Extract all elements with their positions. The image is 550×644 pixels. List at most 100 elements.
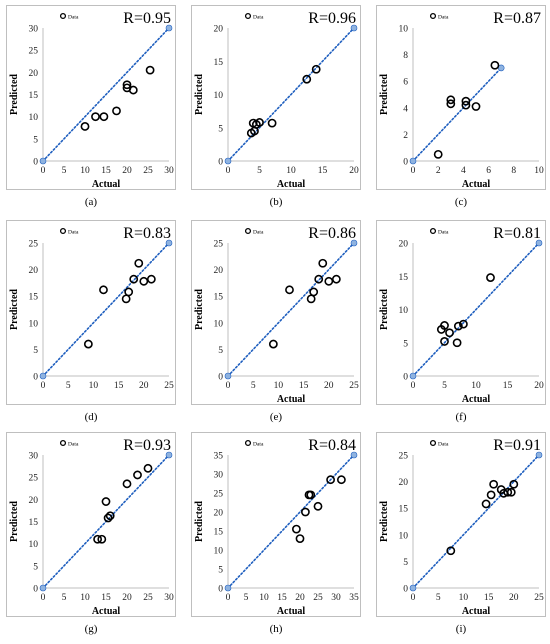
scatter-plot: 0 5 10 15 20 0 5 10 15 20 Actual Predicted R=0.96 Dat… [194, 10, 359, 190]
chart-cell: 0 5 10 15 20 25 30 0 5 10 15 20 25 30 Actual Predicted R… [6, 5, 176, 214]
y-tick-label: 0 [403, 585, 408, 595]
data-point [128, 85, 138, 95]
data-point [139, 276, 149, 286]
y-tick-label: 0 [403, 158, 408, 168]
x-tick-label: 10 [459, 593, 469, 603]
y-tick-label: 15 [214, 528, 224, 538]
legend-marker [244, 227, 252, 235]
line-start-marker [224, 584, 232, 592]
x-tick-label: 10 [274, 381, 284, 391]
chart-panel: 0 5 10 15 20 25 0 5 10 15 20 25 Predicted R=0.83 Data [6, 220, 176, 405]
reference-line [412, 67, 502, 162]
y-tick-label: 10 [399, 306, 409, 316]
x-tick-label: 8 [511, 166, 516, 176]
data-point [99, 112, 109, 122]
panel-caption: (g) [84, 623, 98, 635]
data-point [489, 479, 499, 489]
y-tick-label: 15 [214, 58, 224, 68]
data-point [324, 276, 334, 286]
data-point [336, 475, 346, 485]
chart-cell: 0 5 10 15 20 0 5 10 15 20 Actual Predicted R=0.96 Dat… [191, 5, 361, 214]
y-tick-label: 2 [403, 131, 408, 141]
legend-marker [59, 227, 67, 235]
y-axis-label: Predicted [194, 501, 205, 542]
chart-panel: 0 5 10 15 20 25 30 0 5 10 15 20 25 30 Actual Predicted R… [6, 432, 176, 617]
legend-label: Data [438, 442, 449, 448]
x-tick-label: 20 [324, 381, 334, 391]
line-start-marker [224, 157, 232, 165]
y-tick-label: 35 [214, 452, 224, 462]
y-axis-label: Predicted [379, 501, 390, 542]
legend-label: Data [253, 442, 264, 448]
data-point [80, 122, 90, 131]
y-axis-label: Predicted [379, 289, 390, 330]
y-tick-label: 0 [33, 585, 38, 595]
x-tick-label: 10 [259, 593, 269, 603]
x-axis-label: Actual [92, 179, 121, 190]
x-tick-label: 15 [484, 593, 494, 603]
legend-label: Data [438, 230, 449, 236]
x-tick-label: 20 [295, 593, 305, 603]
data-point [309, 287, 319, 297]
data-point [255, 118, 264, 127]
y-tick-label: 5 [218, 566, 223, 576]
line-end-marker [165, 24, 173, 32]
chart-panel: 0 5 10 15 20 0 5 10 15 20 Actual Predicted R=0.96 Dat… [191, 5, 361, 190]
x-tick-label: 25 [349, 381, 359, 391]
chart-cell: 0 5 10 15 20 25 30 0 5 10 15 20 25 30 Actual Predicted R… [6, 432, 176, 641]
y-tick-label: 8 [403, 51, 408, 61]
x-tick-label: 15 [101, 593, 111, 603]
line-start-marker [39, 584, 47, 592]
y-tick-label: 20 [29, 266, 39, 276]
line-start-marker [224, 372, 232, 380]
x-tick-label: 2 [436, 166, 441, 176]
x-tick-label: 30 [164, 166, 174, 176]
data-point [267, 118, 277, 128]
y-tick-label: 20 [399, 478, 409, 488]
data-point [97, 534, 107, 544]
legend-marker [429, 227, 437, 235]
y-tick-label: 0 [218, 158, 223, 168]
x-tick-label: 0 [226, 593, 231, 603]
y-tick-label: 20 [214, 25, 224, 35]
chart-cell: 0 2 4 6 8 10 0 2 4 6 8 10 Actual Predicted R=0.87 Data (… [376, 5, 546, 214]
data-point [486, 273, 495, 282]
data-point [326, 475, 335, 485]
y-tick-label: 30 [29, 25, 39, 35]
y-tick-label: 10 [399, 25, 409, 35]
data-point [122, 80, 132, 90]
scatter-plot: 0 5 10 15 20 0 5 10 15 20 Actual Predicted R=0.81 Dat… [379, 225, 544, 405]
legend-marker [244, 439, 252, 447]
x-tick-label: 25 [164, 381, 174, 391]
reference-line [412, 242, 540, 377]
y-tick-label: 25 [214, 240, 224, 250]
x-tick-label: 6 [486, 166, 491, 176]
data-point [122, 479, 132, 489]
data-point [145, 65, 155, 75]
r-value-label: R=0.87 [493, 10, 541, 27]
y-tick-label: 0 [218, 373, 223, 383]
data-point [503, 487, 513, 497]
scatter-plot: 0 5 10 15 20 25 0 5 10 15 20 25 Actual Predicted R=0.9… [379, 437, 544, 617]
chart-cell: 0 5 10 15 20 25 0 5 10 15 20 25 Predicted R=0.83 Data (… [6, 220, 176, 429]
x-axis-label: Actual [92, 606, 121, 617]
y-tick-label: 20 [29, 496, 39, 506]
data-point [301, 507, 310, 517]
y-tick-label: 25 [29, 240, 39, 250]
x-tick-label: 10 [286, 166, 296, 176]
y-tick-label: 30 [214, 471, 224, 481]
x-tick-label: 10 [80, 593, 90, 603]
data-point [509, 479, 519, 489]
x-axis-label: Actual [277, 179, 306, 190]
data-point [103, 513, 113, 523]
data-point [133, 470, 142, 480]
line-start-marker [409, 372, 417, 380]
line-end-marker [350, 24, 358, 32]
chart-panel: 0 5 10 15 20 25 0 5 10 15 20 25 Actual Predicted R=0.9… [376, 432, 546, 617]
x-tick-label: 25 [313, 593, 323, 603]
y-tick-label: 4 [403, 104, 408, 114]
data-point [461, 100, 471, 110]
data-point [440, 337, 449, 346]
data-point [313, 501, 323, 511]
